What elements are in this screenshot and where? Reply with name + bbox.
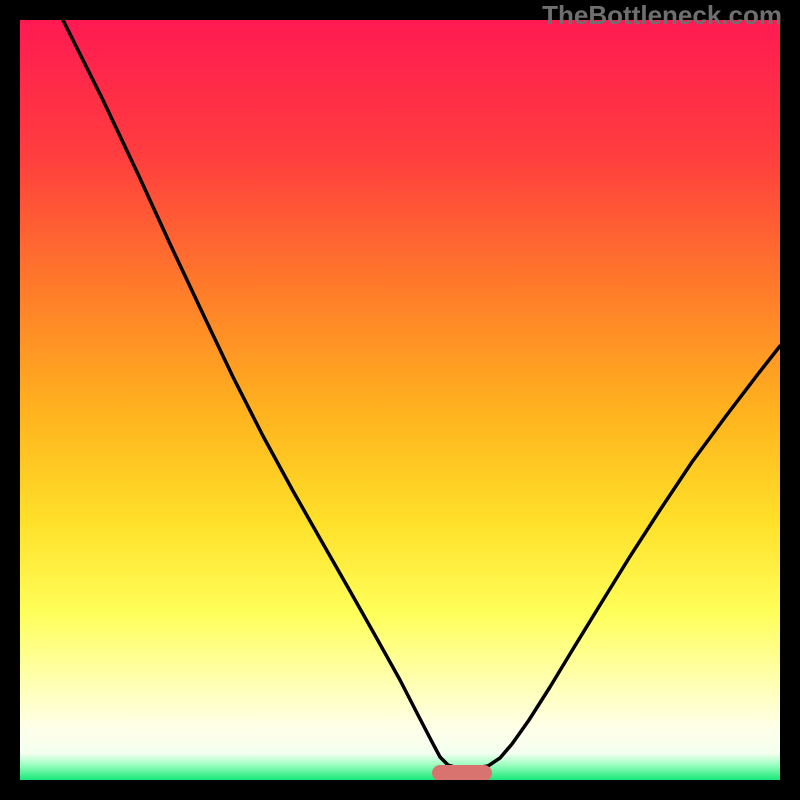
valley-marker (432, 765, 492, 780)
chart-frame: TheBottleneck.com (0, 0, 800, 800)
curve-path (63, 20, 780, 768)
plot-area (20, 20, 780, 780)
bottleneck-curve (20, 20, 780, 780)
watermark-text: TheBottleneck.com (542, 0, 782, 31)
